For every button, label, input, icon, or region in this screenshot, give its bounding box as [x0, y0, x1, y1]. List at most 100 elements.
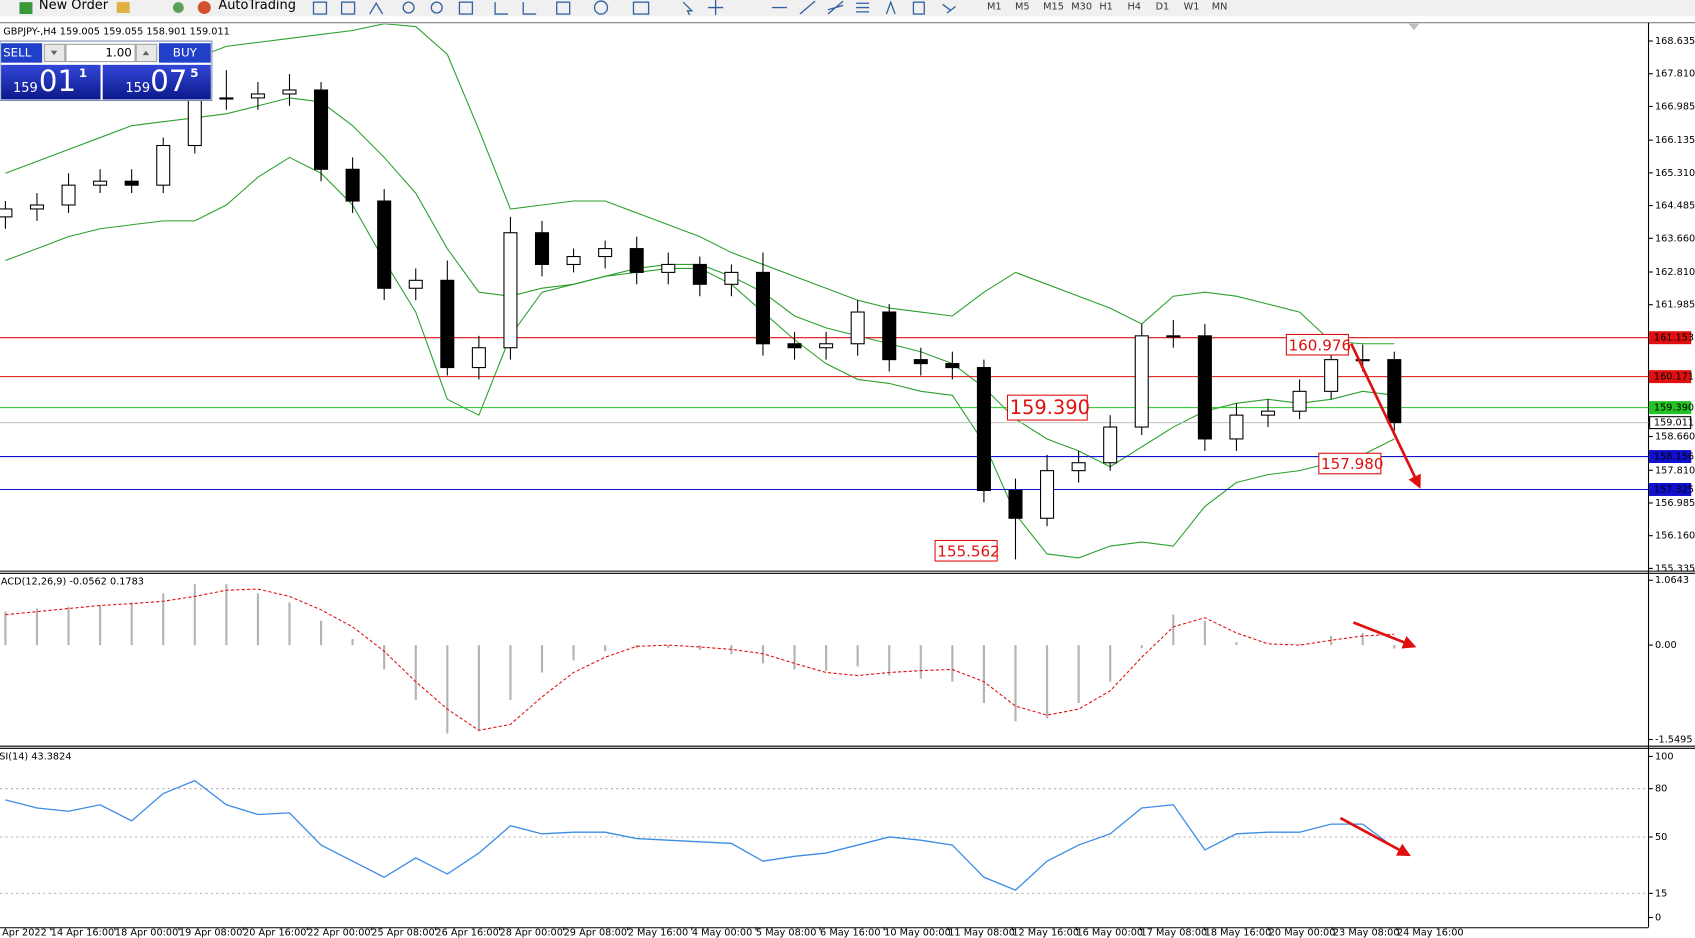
ask-big-figure[interactable]: 159 [125, 81, 150, 96]
level-price-box [1649, 331, 1692, 345]
candle-body [819, 343, 834, 349]
timeframe-button[interactable]: M30 [1071, 1, 1092, 12]
price-annotation: 159.390 [1010, 396, 1090, 419]
bid-point[interactable]: 1 [79, 66, 87, 80]
candle-body [471, 347, 486, 369]
candle-body [440, 279, 455, 369]
rsi-line [5, 779, 1395, 891]
lot-value[interactable]: 1.00 [105, 45, 131, 59]
new-order-button[interactable]: New Order [39, 0, 109, 13]
y-tick-label: 157.810 [1655, 465, 1695, 476]
autotrading-button[interactable]: AutoTrading [218, 0, 296, 13]
tool-icon[interactable] [369, 1, 384, 15]
candle-body [1292, 390, 1307, 412]
arrows-icon[interactable] [942, 3, 956, 14]
level-price-label: 158.156 [1654, 452, 1694, 463]
buy-button[interactable] [158, 43, 211, 63]
timeframe-button[interactable]: M5 [1015, 1, 1030, 12]
candle-body [124, 180, 139, 186]
sell-button[interactable] [1, 43, 43, 63]
pane-title: MACD(12,26,9) -0.0562 0.1783 [0, 576, 144, 587]
time-axis-label: 18 Apr 00:00 [115, 928, 178, 938]
candle-body [724, 271, 739, 285]
candle-body [755, 271, 770, 345]
candle-body [1166, 335, 1181, 338]
tool-icon[interactable] [522, 2, 537, 15]
fibo-icon[interactable] [856, 2, 870, 13]
timeframe-button[interactable]: H4 [1127, 1, 1141, 12]
candle-body [1103, 426, 1118, 464]
channel-icon[interactable] [827, 0, 844, 15]
bid-pips[interactable]: 01 [39, 64, 76, 98]
time-axis-label: 20 May 00:00 [1269, 928, 1336, 938]
candle-body [566, 255, 581, 266]
y-tick-label: 162.810 [1655, 267, 1695, 278]
label-icon[interactable] [912, 1, 925, 15]
order-panel: SELL 1.00 BUY 159 01 1 159 07 5 [0, 40, 213, 102]
candle-body [1071, 462, 1086, 472]
y-tick-label: 156.985 [1655, 498, 1695, 509]
time-axis-label: 2 May 16:00 [628, 928, 688, 938]
new-order-icon[interactable] [19, 2, 33, 15]
ask-point[interactable]: 5 [190, 66, 198, 80]
lot-input[interactable] [65, 43, 136, 63]
time-axis-label: 10 May 00:00 [884, 928, 951, 938]
candle-body [1040, 470, 1055, 519]
tool-icon[interactable] [340, 1, 356, 15]
time-axis-label: 18 May 16:00 [1205, 928, 1272, 938]
ask-pips[interactable]: 07 [150, 64, 187, 98]
sell-label[interactable]: SELL [3, 45, 32, 59]
tool-icon[interactable] [458, 1, 474, 15]
cursor-icon[interactable] [682, 1, 694, 16]
level-price-box [1649, 401, 1692, 415]
bid-box[interactable] [1, 64, 101, 100]
price-annotation-box [934, 539, 998, 562]
candle-body [850, 311, 865, 345]
timeframe-button[interactable]: D1 [1156, 1, 1170, 12]
timeframe-button[interactable]: W1 [1184, 1, 1200, 12]
bid-big-figure[interactable]: 159 [13, 81, 38, 96]
timeframe-button[interactable]: M1 [987, 1, 1002, 12]
zoom-in-icon[interactable] [402, 1, 415, 14]
candle-body [187, 97, 202, 147]
candle-body [1134, 335, 1149, 428]
candle-body [156, 144, 171, 186]
period-icon[interactable] [593, 0, 609, 15]
toolbar-tools [312, 0, 956, 16]
candle-body [0, 208, 13, 218]
time-axis-label: 20 Apr 16:00 [243, 928, 306, 938]
tool-icon[interactable] [312, 1, 328, 15]
autotrading-icon[interactable] [197, 1, 211, 15]
toolbar-icon[interactable] [172, 2, 184, 13]
decrease-icon [50, 50, 58, 56]
candle-body [692, 263, 707, 285]
text-icon[interactable] [885, 0, 896, 15]
timeframe-button[interactable]: M15 [1043, 1, 1064, 12]
zoom-out-icon[interactable] [430, 1, 443, 14]
time-axis-label: 26 Apr 16:00 [435, 928, 498, 938]
trendline-icon[interactable] [799, 0, 816, 15]
time-axis-label: 4 May 00:00 [692, 928, 752, 938]
candle-body [913, 359, 928, 365]
trend-arrow [1350, 343, 1421, 489]
y-tick-label: 100 [1655, 751, 1674, 762]
template-icon[interactable] [632, 1, 650, 15]
time-axis-label: 6 May 16:00 [820, 928, 880, 938]
y-tick-label: 158.660 [1655, 432, 1695, 443]
y-tick-label: 161.985 [1655, 300, 1695, 311]
crosshair-icon[interactable] [708, 0, 724, 16]
timeframe-button[interactable]: MN [1212, 1, 1228, 12]
y-tick-label: 166.985 [1655, 101, 1695, 112]
candle-body [282, 89, 297, 95]
indicator-icon[interactable] [556, 1, 571, 15]
ask-box[interactable] [102, 64, 211, 100]
timeframe-button[interactable]: H1 [1099, 1, 1113, 12]
buy-label[interactable]: BUY [173, 45, 198, 59]
y-tick-label: 163.660 [1655, 233, 1695, 244]
candle-body [503, 232, 518, 349]
chart-panes: Apr 2022 14 Apr 16:00 18 Apr 00:00 19 Apr 0… [0, 23, 1695, 938]
candle-body [1260, 410, 1276, 416]
candle-body [787, 343, 802, 349]
tool-icon[interactable] [494, 2, 509, 15]
toolbar-icon[interactable] [116, 2, 130, 13]
